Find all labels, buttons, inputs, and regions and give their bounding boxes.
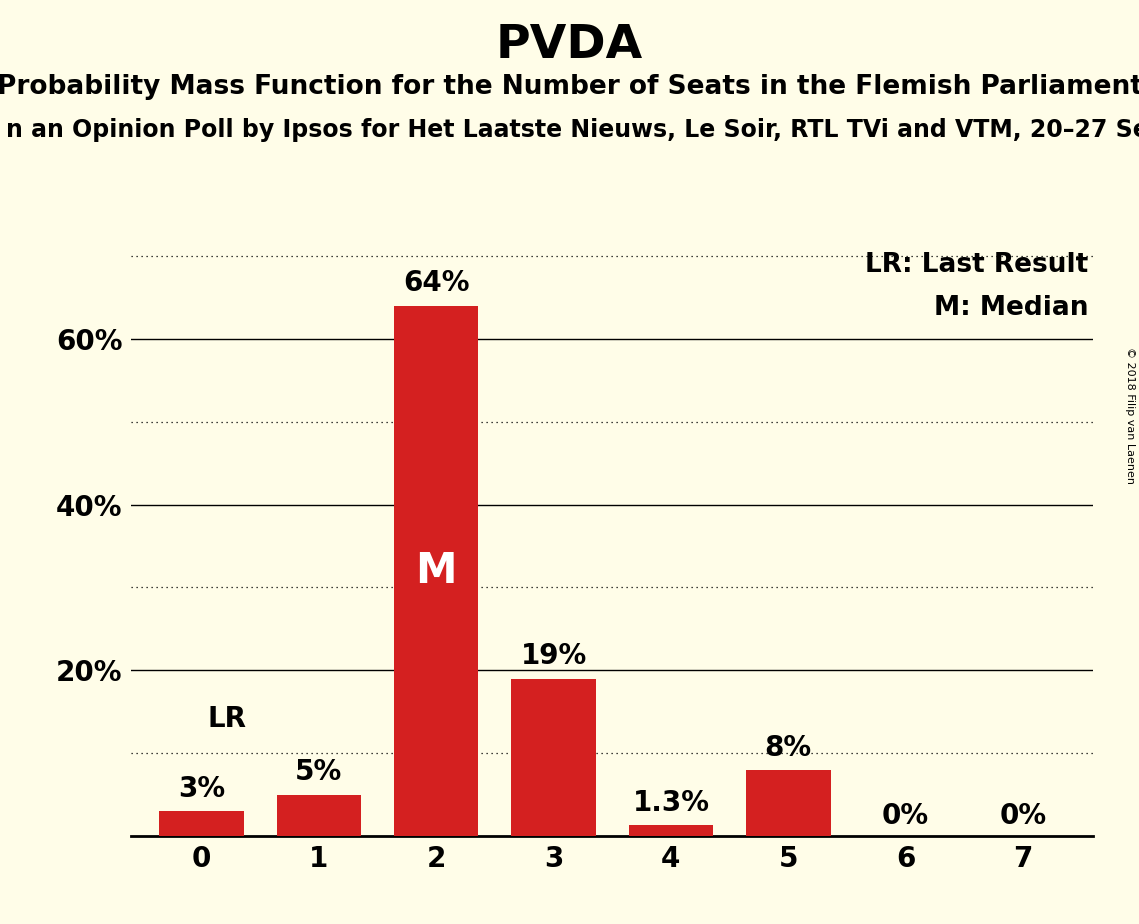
Text: n an Opinion Poll by Ipsos for Het Laatste Nieuws, Le Soir, RTL TVi and VTM, 20–: n an Opinion Poll by Ipsos for Het Laats… [6, 118, 1139, 142]
Bar [629, 825, 713, 836]
Text: LR: LR [207, 705, 246, 733]
Text: Probability Mass Function for the Number of Seats in the Flemish Parliament: Probability Mass Function for the Number… [0, 74, 1139, 100]
Bar [511, 679, 596, 836]
Text: 0%: 0% [882, 802, 929, 830]
Text: 3%: 3% [178, 775, 226, 803]
Bar [746, 770, 830, 836]
Bar [277, 795, 361, 836]
Text: 5%: 5% [295, 759, 343, 786]
Bar [394, 306, 478, 836]
Text: PVDA: PVDA [495, 23, 644, 68]
Text: 8%: 8% [764, 734, 812, 761]
Text: 19%: 19% [521, 642, 587, 671]
Text: M: M [416, 550, 457, 592]
Text: 64%: 64% [403, 269, 469, 298]
Bar [159, 811, 244, 836]
Text: 0%: 0% [999, 802, 1047, 830]
Text: © 2018 Filip van Laenen: © 2018 Filip van Laenen [1125, 347, 1134, 484]
Text: LR: Last Result: LR: Last Result [866, 252, 1089, 278]
Text: M: Median: M: Median [934, 295, 1089, 321]
Text: 1.3%: 1.3% [632, 789, 710, 817]
